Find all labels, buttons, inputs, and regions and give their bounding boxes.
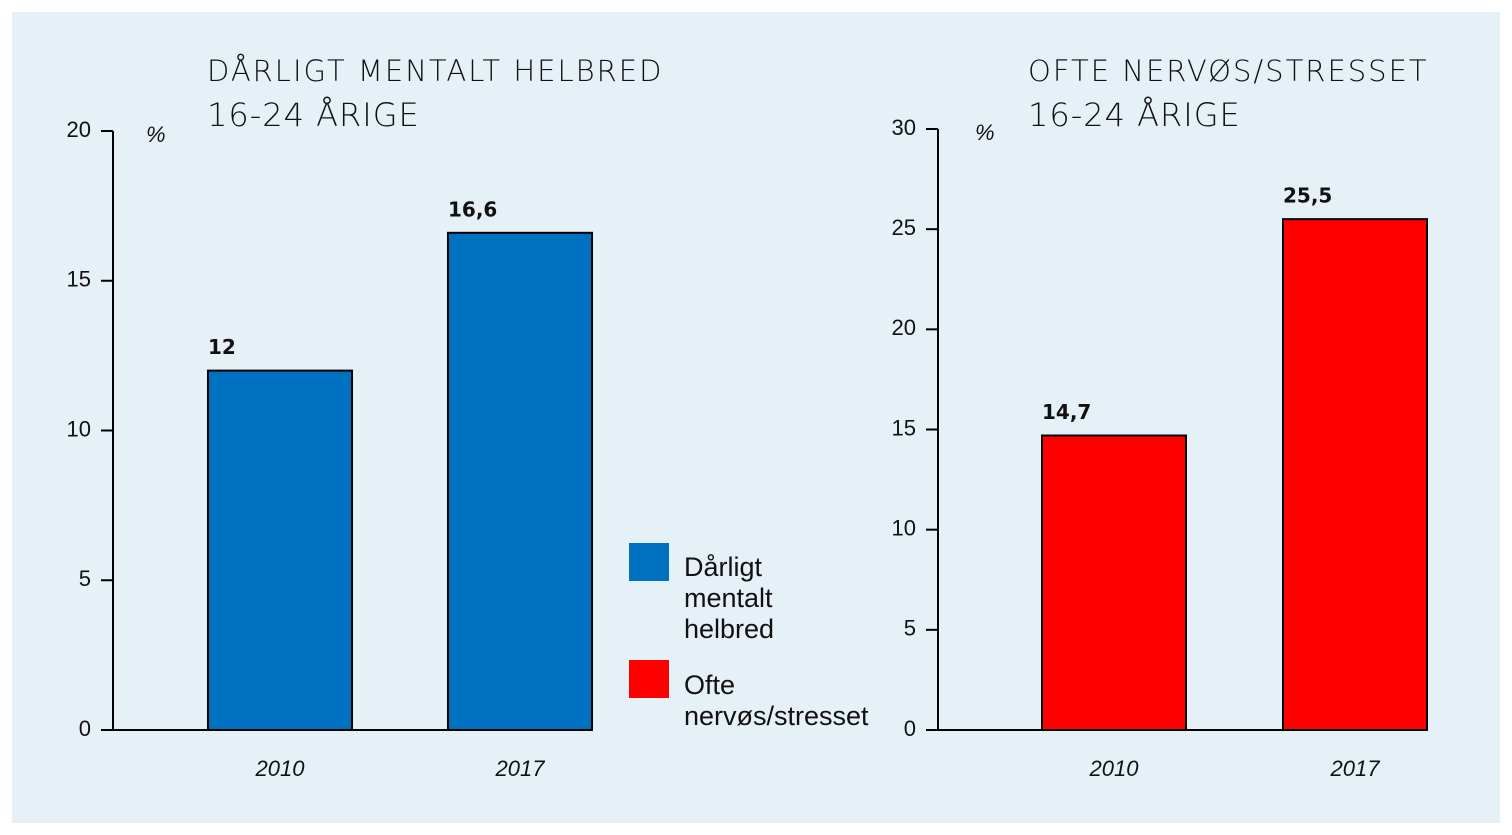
chart-subtitle: 16-24 ÅRIGE — [1028, 96, 1241, 134]
y-tick-label: 5 — [904, 616, 916, 641]
y-tick-label: 15 — [892, 415, 916, 440]
x-tick-label: 2010 — [1089, 756, 1140, 781]
value-label: 14,7 — [1042, 400, 1091, 424]
value-label: 12 — [208, 335, 236, 359]
y-tick-label: 20 — [67, 117, 91, 142]
y-tick-label: 30 — [892, 115, 916, 140]
y-tick-label: 25 — [892, 215, 916, 240]
x-tick-label: 2017 — [495, 756, 546, 781]
y-axis-label: % — [146, 122, 166, 147]
value-label: 25,5 — [1283, 184, 1332, 208]
chart-title: OFTE NERVØS/STRESSET — [1028, 54, 1429, 88]
x-tick-label: 2017 — [1330, 756, 1381, 781]
y-tick-label: 0 — [79, 716, 91, 741]
y-tick-label: 20 — [892, 315, 916, 340]
bar — [447, 231, 593, 732]
y-tick-label: 5 — [79, 566, 91, 591]
chart-title: DÅRLIGT MENTALT HELBRED — [207, 54, 663, 88]
y-tick-label: 10 — [892, 515, 916, 540]
x-tick-label: 2010 — [255, 756, 306, 781]
legend-label: Ofte nervøs/stresset — [684, 670, 869, 731]
value-label: 16,6 — [448, 197, 497, 221]
chart-subtitle: 16-24 ÅRIGE — [207, 96, 420, 134]
bar — [1041, 434, 1187, 731]
legend-swatch — [629, 543, 669, 581]
bar — [207, 369, 353, 731]
y-axis-label: % — [975, 120, 995, 145]
legend-label: Dårligt mentalt helbred — [684, 552, 775, 644]
y-tick-label: 10 — [67, 416, 91, 441]
legend-swatch — [629, 660, 669, 698]
y-tick-label: 0 — [904, 716, 916, 741]
bar — [1282, 218, 1428, 731]
y-tick-label: 15 — [67, 267, 91, 292]
